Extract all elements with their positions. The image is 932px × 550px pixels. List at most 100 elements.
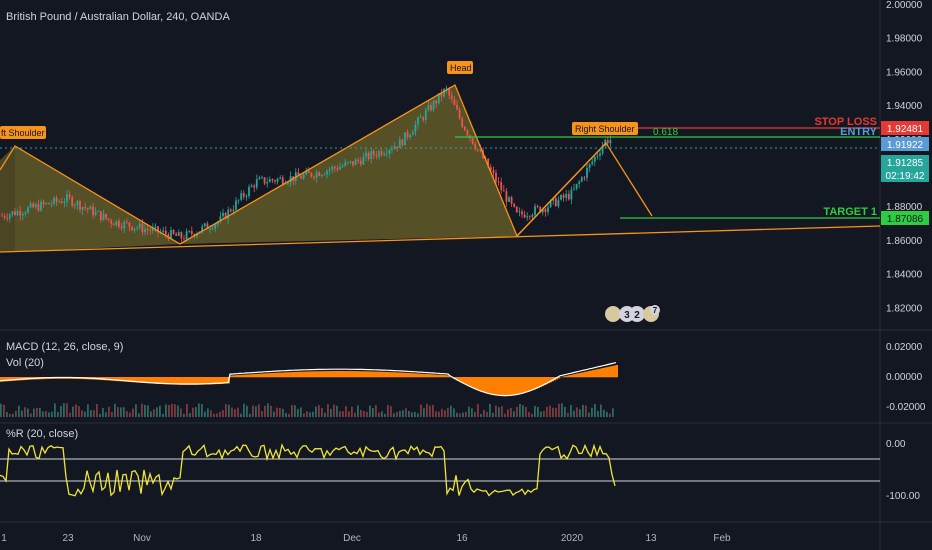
price-tick-label: 2.00000 (886, 0, 923, 11)
macd-bar (380, 371, 382, 378)
candle-body (427, 105, 430, 111)
volume-bar (336, 405, 338, 417)
volume-bar (321, 407, 323, 417)
macd-bar (416, 373, 418, 378)
candle-body (359, 160, 362, 165)
macd-bar (370, 371, 372, 378)
candle-body (102, 213, 105, 221)
head-tag[interactable] (447, 61, 473, 74)
volume-bar (12, 413, 14, 417)
volume-bar (504, 413, 506, 417)
macd-bar (374, 371, 376, 378)
macd-bar (248, 374, 250, 378)
left-shoulder-tag[interactable] (0, 126, 46, 139)
volume-bar (237, 407, 239, 417)
macd-bar (162, 377, 164, 385)
event-count-icon[interactable] (629, 306, 645, 322)
macd-bar (396, 372, 398, 378)
right-shoulder-tag[interactable] (572, 122, 638, 135)
macd-title[interactable]: MACD (12, 26, close, 9) (6, 341, 123, 353)
candle-body (279, 177, 282, 179)
candle-body (432, 100, 435, 111)
macd-bar (392, 372, 394, 378)
candle-body (253, 185, 256, 188)
volume-bar (273, 411, 275, 417)
macd-axis[interactable]: 0.02000 0.00000 -0.02000 (886, 342, 926, 413)
macd-line[interactable] (0, 362, 617, 397)
macd-bar (314, 371, 316, 378)
volume-bar (531, 413, 533, 417)
candle-body (557, 199, 560, 207)
candle-body (94, 211, 97, 216)
volume-bar (33, 408, 35, 417)
volume-bar (516, 406, 518, 417)
candle-body (541, 208, 544, 213)
event-flag-icon[interactable] (605, 306, 621, 322)
date-tick-label: Nov (133, 533, 151, 544)
volume-bar (174, 404, 176, 417)
volume-bar (78, 406, 80, 417)
volume-title[interactable]: Vol (20) (6, 357, 44, 369)
macd-bar (414, 373, 416, 378)
macd-bar (216, 377, 218, 385)
volume-bar (72, 406, 74, 417)
macd-bar (584, 371, 586, 378)
pattern-edge-fill (0, 146, 15, 252)
candle-body (313, 176, 315, 178)
volume-bar (258, 404, 260, 417)
candle-body (224, 212, 227, 219)
volume-bar (0, 403, 2, 417)
macd-bar (562, 376, 564, 378)
symbol-title[interactable]: British Pound / Australian Dollar, 240, … (6, 11, 230, 23)
candle-body (554, 198, 557, 207)
neckline[interactable] (0, 225, 881, 253)
candle-body (414, 124, 417, 133)
candle-body (409, 135, 412, 138)
event-count-icon[interactable] (650, 305, 660, 315)
candle-body (297, 172, 300, 177)
macd-bar (524, 377, 526, 393)
macd-bar (588, 371, 590, 378)
candle-body (136, 227, 139, 229)
volume-bar (129, 412, 131, 417)
price-tick-label: 1.88000 (886, 202, 923, 213)
williams-r-title[interactable]: %R (20, close) (6, 428, 78, 440)
wr-axis[interactable]: 0.00 -100.00 (886, 439, 920, 502)
macd-bar (302, 371, 304, 378)
volume-bar (558, 403, 560, 417)
candle-body (385, 153, 388, 155)
macd-bar (600, 368, 602, 378)
macd-bar (602, 368, 604, 378)
volume-bar (438, 411, 440, 417)
macd-bar (426, 373, 428, 378)
macd-bar (514, 377, 516, 395)
candle-body (401, 139, 404, 146)
candle-body (531, 214, 534, 217)
macd-bar (270, 373, 272, 378)
macd-bar (468, 377, 470, 387)
macd-bar (108, 377, 110, 381)
macd-bar (324, 371, 326, 378)
volume-bar (393, 413, 395, 417)
date-axis[interactable]: 1 23 Nov 18 Dec 16 2020 13 Feb (1, 533, 731, 544)
macd-bar (4, 377, 6, 382)
volume-bar (219, 411, 221, 417)
candle-body (250, 185, 253, 188)
volume-bar (204, 411, 206, 417)
macd-bar (378, 371, 380, 378)
right-shoulder-line[interactable] (516, 142, 607, 237)
macd-bar (212, 377, 214, 385)
williams-r-line[interactable] (0, 443, 616, 497)
macd-bar (566, 375, 568, 378)
volume-bar (510, 407, 512, 417)
macd-bar (538, 377, 540, 388)
volume-bar (297, 408, 299, 417)
macd-bar (116, 377, 118, 382)
volume-bar (381, 411, 383, 417)
candle-body (281, 177, 284, 184)
macd-bar (508, 377, 510, 396)
candle-body (19, 211, 22, 216)
macd-bar (312, 371, 314, 378)
